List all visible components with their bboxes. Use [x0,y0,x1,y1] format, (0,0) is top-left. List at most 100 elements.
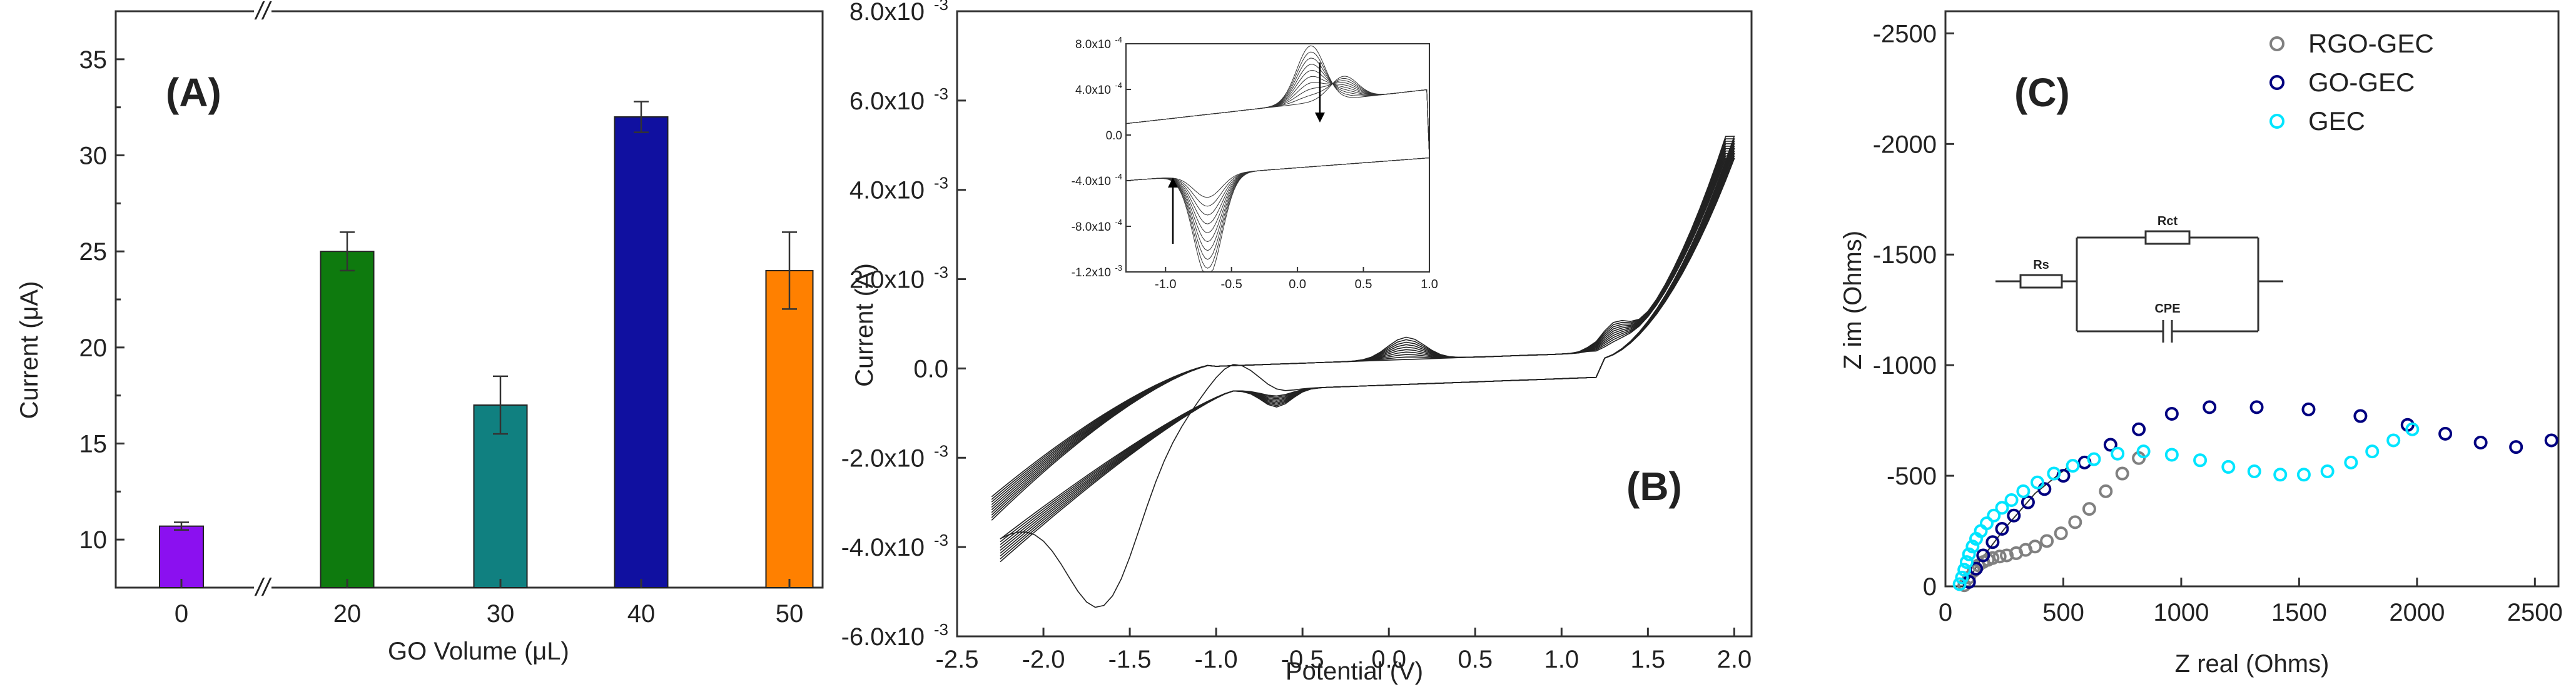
panel-b-ytick-label: 6.0x10 [849,88,925,115]
panel-b-ytick-exp: -3 [934,174,948,193]
panel-b-plot-frame [956,10,1753,638]
panel-c-point-gec [2016,484,2031,498]
panel-c-point-gec [1959,555,1974,569]
panel-a-label: (A) [166,70,221,115]
legend-marker [2269,114,2284,129]
panel-b-ytick-exp: -3 [934,620,948,639]
circuit-resistor-rct [2144,230,2191,245]
panel-b-ytick-label: -4.0x10 [841,534,925,561]
panel-c-ytick-label: -2000 [1873,131,1937,158]
panel-b-ytick-label: 2.0x10 [849,266,925,294]
panel-c-point-gec [2273,468,2288,482]
panel-c-point-rgo-gec [2040,534,2054,548]
panel-b-inset-curve [1125,76,1430,273]
panel-c-plot-frame [1944,10,2560,588]
panel-c-point-gec [2365,444,2380,459]
panel-b-ylabel: Current (A) [851,263,878,387]
panel-c-ytick-label: -1000 [1873,352,1937,379]
panel-a: 10 15 20 25 30 35 0 20 30 40 50 // // (A) GO Volume… [16,0,824,665]
panel-b-label: (B) [1626,464,1682,509]
panel-c-point-gec [2247,464,2261,478]
panel-c-point-go-gec [1985,535,2000,549]
panel-b-ytick-label: 0.0 [913,355,948,383]
panel-b-inset-xtick-label: 0.0 [1289,278,1306,291]
panel-c-xtick-label: 1000 [2153,599,2209,626]
panel-b-inset-ytick-label: 0.0 [1106,129,1122,143]
panel-c-point-rgo-gec [1992,549,2007,564]
panel-b-inset-xtick-label: -1.0 [1155,278,1176,291]
panel-a-xtick-label: 20 [333,600,362,628]
panel-c-point-go-gec [2473,436,2488,449]
panel-a-bar [159,525,204,588]
panel-c-point-gec [1962,547,1976,561]
panel-c-point-go-gec [2103,438,2117,452]
panel-b: -6.0x10 -3 -4.0x10 -3 -2.0x10 -3 0.0 2.0x10 -3 4.… [841,0,1753,685]
panel-b-inset-ytick-label: 8.0x10 [1075,38,1111,51]
panel-c-point-rgo-gec [2115,466,2129,481]
panel-c-point-go-gec [2509,440,2523,454]
panel-b-inset-ytick-exp: -4 [1115,81,1122,90]
panel-b-ytick-exp: -3 [934,84,948,103]
panel-b-xtick-label: 0.5 [1458,646,1493,673]
panel-c-ytick-label: -1500 [1873,241,1937,269]
panel-b-inset-ytick-exp: -4 [1115,35,1122,44]
panel-c-xtick-label: 0 [1939,599,1952,626]
panel-b-cv-curve [991,136,1735,563]
panel-a-ytick-label: 20 [79,334,108,362]
panel-c-point-gec [2087,452,2101,466]
circuit-label-rs: Rs [2033,258,2049,272]
panel-c-ytick-label: -2500 [1873,20,1937,48]
panel-a-xtick-label: 0 [175,600,188,628]
panel-c-point-gec [2047,466,2061,481]
panel-c-ylabel: Z im (Ohms) [1839,231,1867,369]
panel-c: 0 -500 -1000 -1500 -2000 -2500 0 500 1000 1500 20… [1839,10,2563,678]
panel-c-point-gec [2004,493,2019,507]
legend-marker [2269,75,2284,90]
panel-c-point-rgo-gec [2068,515,2082,529]
panel-c-point-gec [1955,570,1969,584]
panel-a-axis-break: // [254,0,272,25]
panel-b-inset-ytick-label: -8.0x10 [1072,221,1111,234]
panel-c-point-rgo-gec [2054,526,2068,541]
panel-b-inset-ytick-label: -4.0x10 [1072,175,1111,188]
panel-b-inset-ytick-exp: -4 [1115,218,1122,227]
panel-b-inset-xtick-label: 1.0 [1421,278,1438,291]
panel-b-xtick-label: -1.5 [1108,646,1152,673]
panel-c-point-rgo-gec [2028,539,2042,554]
panel-a-bar [765,269,814,588]
panel-c-point-gec [1957,563,1972,577]
panel-c-point-go-gec [2353,409,2368,423]
panel-b-xlabel: Potential (V) [1285,658,1423,685]
panel-b-inset-xtick-label: -0.5 [1220,278,1242,291]
panel-a-plot-frame [114,10,824,589]
panel-c-point-gec [2386,433,2401,448]
panel-c-point-rgo-gec [2099,484,2113,498]
panel-c-point-go-gec [2301,402,2316,416]
panel-c-point-gec [2031,475,2044,489]
panel-b-xtick-label: -2.5 [936,646,979,673]
panel-a-xtick-label: 50 [776,600,804,628]
panel-b-xtick-label: 1.0 [1544,646,1579,673]
panel-c-point-gec [2111,446,2125,461]
panel-c-point-gec [1987,508,2001,523]
panel-c-xtick-label: 500 [2042,599,2084,626]
panel-b-ytick-exp: -3 [934,263,948,282]
panel-a-ytick-label: 25 [79,238,108,266]
panel-a-bar [614,116,669,589]
panel-c-point-gec [2344,455,2358,469]
panel-a-ytick-label: 10 [79,526,108,554]
legend-label: RGO-GEC [2308,29,2434,58]
panel-a-ytick-label: 35 [79,46,108,74]
panel-a-xtick-label: 30 [487,600,515,628]
legend-label: GO-GEC [2308,68,2415,97]
panel-c-xlabel: Z real (Ohms) [2175,650,2330,678]
panel-b-ytick-exp: -3 [934,0,948,14]
panel-a-xtick-label: 40 [627,600,656,628]
panel-c-point-go-gec [1995,522,2009,536]
panel-c-xtick-label: 1500 [2271,599,2327,626]
panel-c-point-go-gec [2007,508,2021,523]
panel-c-point-go-gec [2203,400,2217,414]
panel-b-ytick-exp: -3 [934,531,948,549]
panel-b-ytick-label: -2.0x10 [841,444,925,472]
panel-c-point-go-gec [2164,407,2179,421]
